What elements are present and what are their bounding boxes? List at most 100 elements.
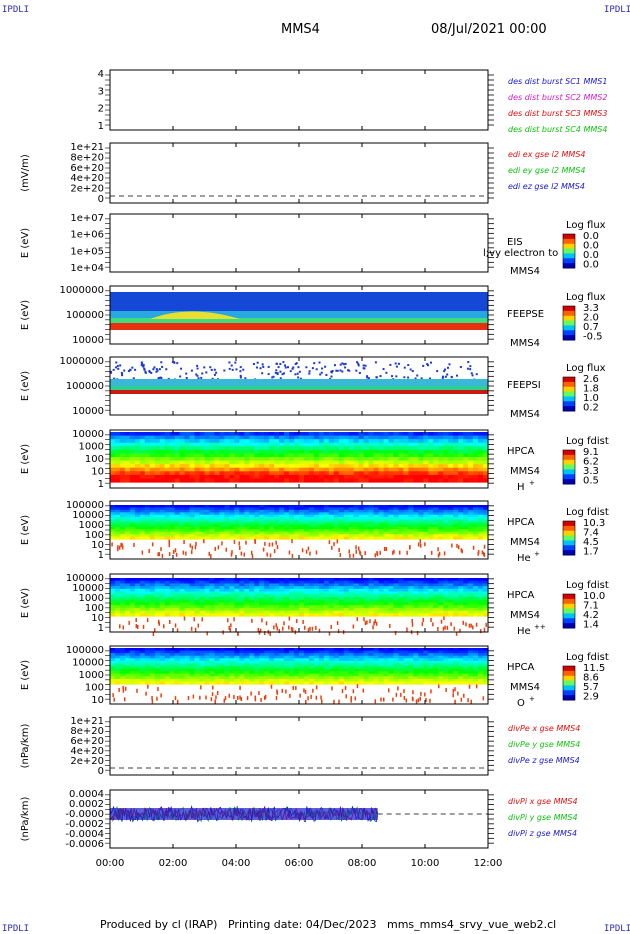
spectrogram-cell: [264, 517, 270, 521]
spectrogram-cell: [184, 666, 191, 670]
spectrogram-cell: [423, 474, 429, 480]
spectrogram-cell: [363, 671, 370, 675]
spectrogram-cell: [189, 442, 196, 447]
spectrogram-cell: [189, 653, 196, 657]
spectrogram-cell: [378, 439, 385, 444]
spectrogram-feepsi-dot: [320, 371, 323, 374]
spectrogram-cell: [299, 678, 305, 683]
spectrogram-cell: [234, 439, 240, 444]
spectrogram-cell: [244, 529, 250, 533]
spectrogram-cell: [234, 580, 240, 585]
spectrogram-cell: [234, 648, 240, 652]
spectrogram-cell: [114, 583, 121, 587]
spectrogram-cell: [388, 460, 395, 465]
spectrogram-cell: [338, 435, 345, 440]
spectrogram-cell: [423, 517, 429, 521]
spectrogram-speck: [304, 689, 307, 694]
spectrogram-cell: [129, 536, 136, 540]
spectrogram-cell: [478, 605, 484, 609]
spectrogram-cell: [328, 529, 335, 533]
spectrogram-cell: [333, 435, 340, 440]
spectrogram-speck: [162, 624, 165, 629]
spectrogram-cell: [154, 673, 161, 677]
spectrogram-cell: [134, 517, 141, 521]
spectrogram-cell: [358, 512, 365, 516]
spectrogram-cell: [418, 509, 424, 513]
spectrogram-cell: [353, 478, 360, 483]
spectrogram-feepsi-dot: [325, 373, 328, 376]
spectrogram-cell: [463, 602, 469, 606]
spectrogram-cell: [433, 599, 439, 604]
spectrogram-speck: [158, 621, 160, 626]
spectrogram-cell: [463, 588, 469, 593]
spectrogram-cell: [189, 453, 196, 458]
spectrogram-cell: [259, 478, 265, 483]
spectrogram-speck: [453, 626, 456, 631]
spectrogram-cell: [174, 597, 181, 601]
spectrogram-cell: [229, 650, 235, 654]
spectrogram-cell: [224, 655, 230, 659]
spectrogram-cell: [318, 432, 325, 437]
spectrogram-cell: [254, 505, 260, 509]
colorbar-swatch: [563, 320, 575, 326]
spectrogram-cell: [348, 583, 355, 587]
spectrogram-cell: [229, 467, 235, 472]
spectrogram-cell: [483, 439, 489, 444]
spectrogram-cell: [199, 460, 206, 465]
spectrogram-cell: [378, 460, 385, 465]
spectrogram-cell: [284, 650, 290, 654]
spectrogram-speck: [372, 625, 374, 630]
spectrogram-speck: [215, 695, 217, 700]
spectrogram-cell: [289, 578, 295, 582]
spectrogram-cell: [463, 522, 469, 526]
spectrogram-cell: [239, 519, 245, 523]
spectrogram-cell: [289, 678, 295, 683]
spectrogram-cell: [468, 509, 474, 513]
spectrogram-cell: [358, 676, 365, 680]
spectrogram-speck: [362, 688, 365, 693]
spectrogram-cell: [144, 597, 151, 601]
spectrogram-cell: [323, 668, 330, 672]
spectrogram-cell: [458, 464, 464, 469]
spectrogram-cell: [458, 460, 464, 465]
spectrogram-speck: [359, 550, 361, 555]
spectrogram-cell: [289, 449, 295, 455]
spectrogram-cell: [124, 453, 131, 458]
spectrogram-cell: [338, 599, 345, 604]
spectrogram-cell: [408, 610, 414, 614]
spectrogram-cell: [438, 509, 444, 513]
colorbar-swatch: [563, 310, 575, 317]
spectrogram-speck: [392, 550, 394, 555]
spectrogram-cell: [239, 597, 245, 601]
spectrogram-cell: [154, 531, 161, 535]
spectrogram-cell: [353, 671, 360, 675]
spectrogram-cell: [458, 467, 464, 472]
spectrogram-cell: [483, 583, 489, 587]
spectrogram-speck: [288, 550, 291, 555]
spectrogram-cell: [114, 591, 121, 595]
spectrogram-cell: [378, 536, 385, 540]
spectrogram-cell: [209, 597, 216, 601]
spectrogram-cell: [313, 505, 320, 509]
spectrogram-cell: [129, 534, 136, 538]
y-tick-label: 1: [98, 623, 104, 634]
spectrogram-feepsi-dot: [319, 373, 322, 376]
spectrogram-feepsi-dot: [115, 361, 118, 364]
spectrogram-cell: [294, 668, 300, 672]
spectrogram-cell: [428, 586, 434, 590]
colorbar-title: Log flux: [566, 292, 606, 303]
spectrogram-cell: [303, 474, 310, 480]
spectrogram-speck: [151, 542, 154, 547]
spectrogram-cell: [110, 650, 116, 654]
spectrogram-cell: [333, 599, 340, 604]
spectrogram-cell: [134, 524, 141, 528]
legend-entry: edi ez gse l2 MMS4: [508, 182, 585, 191]
spectrogram-cell: [139, 671, 146, 675]
spectrogram-cell: [214, 517, 221, 521]
spectrogram-cell: [224, 610, 230, 614]
spectrogram-cell: [483, 524, 489, 528]
spectrogram-speck: [182, 550, 185, 555]
spectrogram-cell: [244, 449, 250, 455]
spectrogram-cell: [149, 512, 156, 516]
spectrogram-speck: [160, 693, 162, 698]
